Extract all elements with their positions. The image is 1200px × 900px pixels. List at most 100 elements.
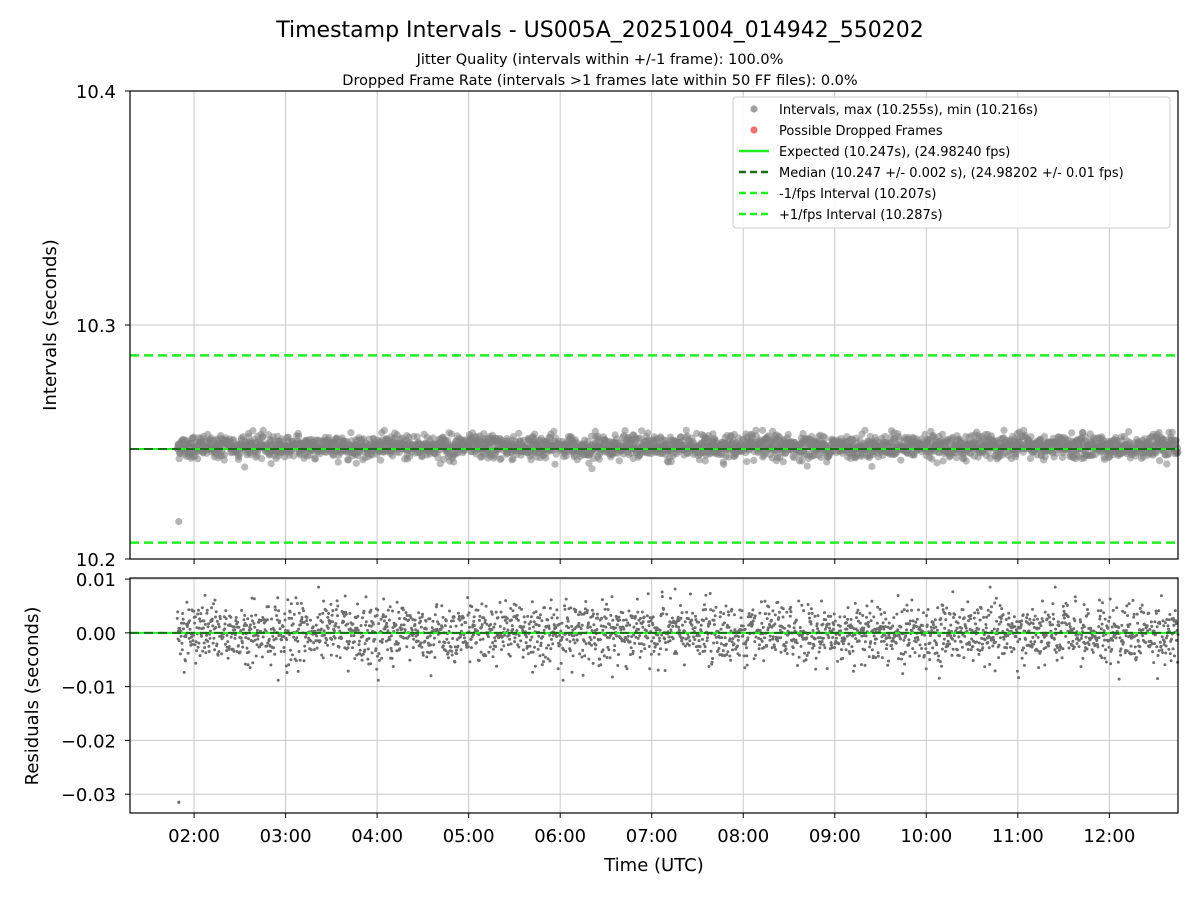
residual-point — [697, 639, 701, 643]
residual-point — [897, 657, 900, 661]
residual-point — [214, 610, 218, 614]
residual-point — [522, 615, 526, 619]
residual-point — [188, 627, 192, 631]
residual-point — [466, 645, 470, 649]
residual-point — [363, 642, 367, 646]
residual-point — [334, 608, 338, 612]
residual-point — [845, 627, 849, 631]
residual-point — [180, 648, 184, 652]
residual-point — [302, 620, 306, 624]
residual-point — [838, 624, 842, 628]
residual-point — [421, 612, 425, 616]
residual-point — [253, 638, 257, 642]
residual-point — [535, 640, 539, 644]
residual-point — [484, 604, 488, 608]
residual-point — [315, 646, 319, 650]
residual-point — [715, 641, 719, 645]
residual-point — [604, 616, 608, 620]
residual-point — [962, 616, 966, 620]
residual-point — [943, 649, 947, 653]
residual-point — [529, 620, 533, 624]
residual-point — [255, 628, 259, 632]
residual-point — [724, 604, 728, 608]
residual-point — [651, 623, 655, 627]
residual-point — [622, 627, 626, 631]
residual-point — [1060, 656, 1064, 660]
residual-point — [902, 638, 906, 642]
residual-point — [986, 608, 990, 612]
residual-point — [429, 643, 433, 647]
residual-point — [326, 615, 330, 619]
residual-point — [789, 605, 793, 609]
residual-point — [917, 654, 921, 658]
intervals-reference-lines — [130, 354, 1178, 544]
residual-point — [541, 635, 545, 639]
residual-point — [304, 635, 307, 639]
residual-point — [327, 612, 331, 615]
residual-point — [346, 646, 350, 650]
residual-point — [285, 671, 289, 674]
interval-point — [868, 462, 876, 471]
residual-point — [977, 652, 981, 656]
residual-point — [223, 622, 227, 626]
residual-point — [673, 587, 677, 591]
residual-point — [243, 662, 247, 666]
residual-point — [188, 640, 192, 644]
residual-point — [763, 636, 766, 640]
residual-point — [901, 672, 905, 676]
residual-point — [217, 622, 220, 626]
residual-point — [944, 618, 948, 622]
residual-point — [993, 601, 997, 605]
residual-point — [633, 641, 637, 645]
residual-point — [1017, 676, 1021, 680]
residual-point — [603, 607, 607, 611]
residual-point — [203, 593, 207, 597]
residual-point — [815, 622, 819, 626]
residual-point — [278, 619, 282, 623]
residual-point — [359, 624, 363, 627]
residual-point — [825, 667, 829, 671]
residual-point — [342, 620, 346, 624]
residual-point — [449, 625, 453, 629]
residual-point — [962, 656, 966, 660]
residual-point — [524, 641, 528, 645]
residual-point — [1030, 645, 1034, 649]
residual-point — [864, 634, 868, 638]
residual-point — [691, 642, 695, 646]
residual-point — [773, 613, 777, 617]
residual-point — [311, 625, 315, 629]
residual-point — [984, 623, 988, 626]
residual-point — [799, 644, 803, 648]
residual-point — [963, 634, 967, 638]
residual-point — [226, 640, 230, 644]
residual-point — [1067, 640, 1071, 644]
residual-point — [969, 648, 973, 652]
legend-entry-label: -1/fps Interval (10.207s) — [779, 187, 936, 202]
residual-point — [981, 646, 985, 650]
residual-point — [502, 627, 506, 631]
residual-point — [241, 645, 245, 649]
residual-point — [972, 616, 976, 620]
residual-point — [1010, 650, 1014, 654]
residual-point — [646, 636, 650, 640]
residual-point — [995, 619, 999, 623]
residual-point — [898, 637, 902, 641]
residual-point — [411, 646, 415, 650]
residual-point — [705, 639, 709, 643]
residual-point — [580, 655, 584, 659]
residual-point — [254, 613, 258, 617]
residual-point — [887, 633, 891, 637]
residual-point — [515, 613, 519, 617]
residual-point — [948, 612, 952, 616]
residual-point — [532, 620, 536, 624]
residual-point — [405, 645, 409, 649]
residual-point — [1034, 633, 1038, 637]
residual-point — [182, 621, 186, 625]
residual-point — [659, 647, 662, 651]
residual-point — [886, 663, 890, 667]
residual-point — [679, 616, 683, 620]
residual-point — [521, 655, 525, 659]
residual-point — [577, 613, 580, 617]
residual-point — [1066, 604, 1069, 607]
residual-point — [349, 634, 353, 638]
